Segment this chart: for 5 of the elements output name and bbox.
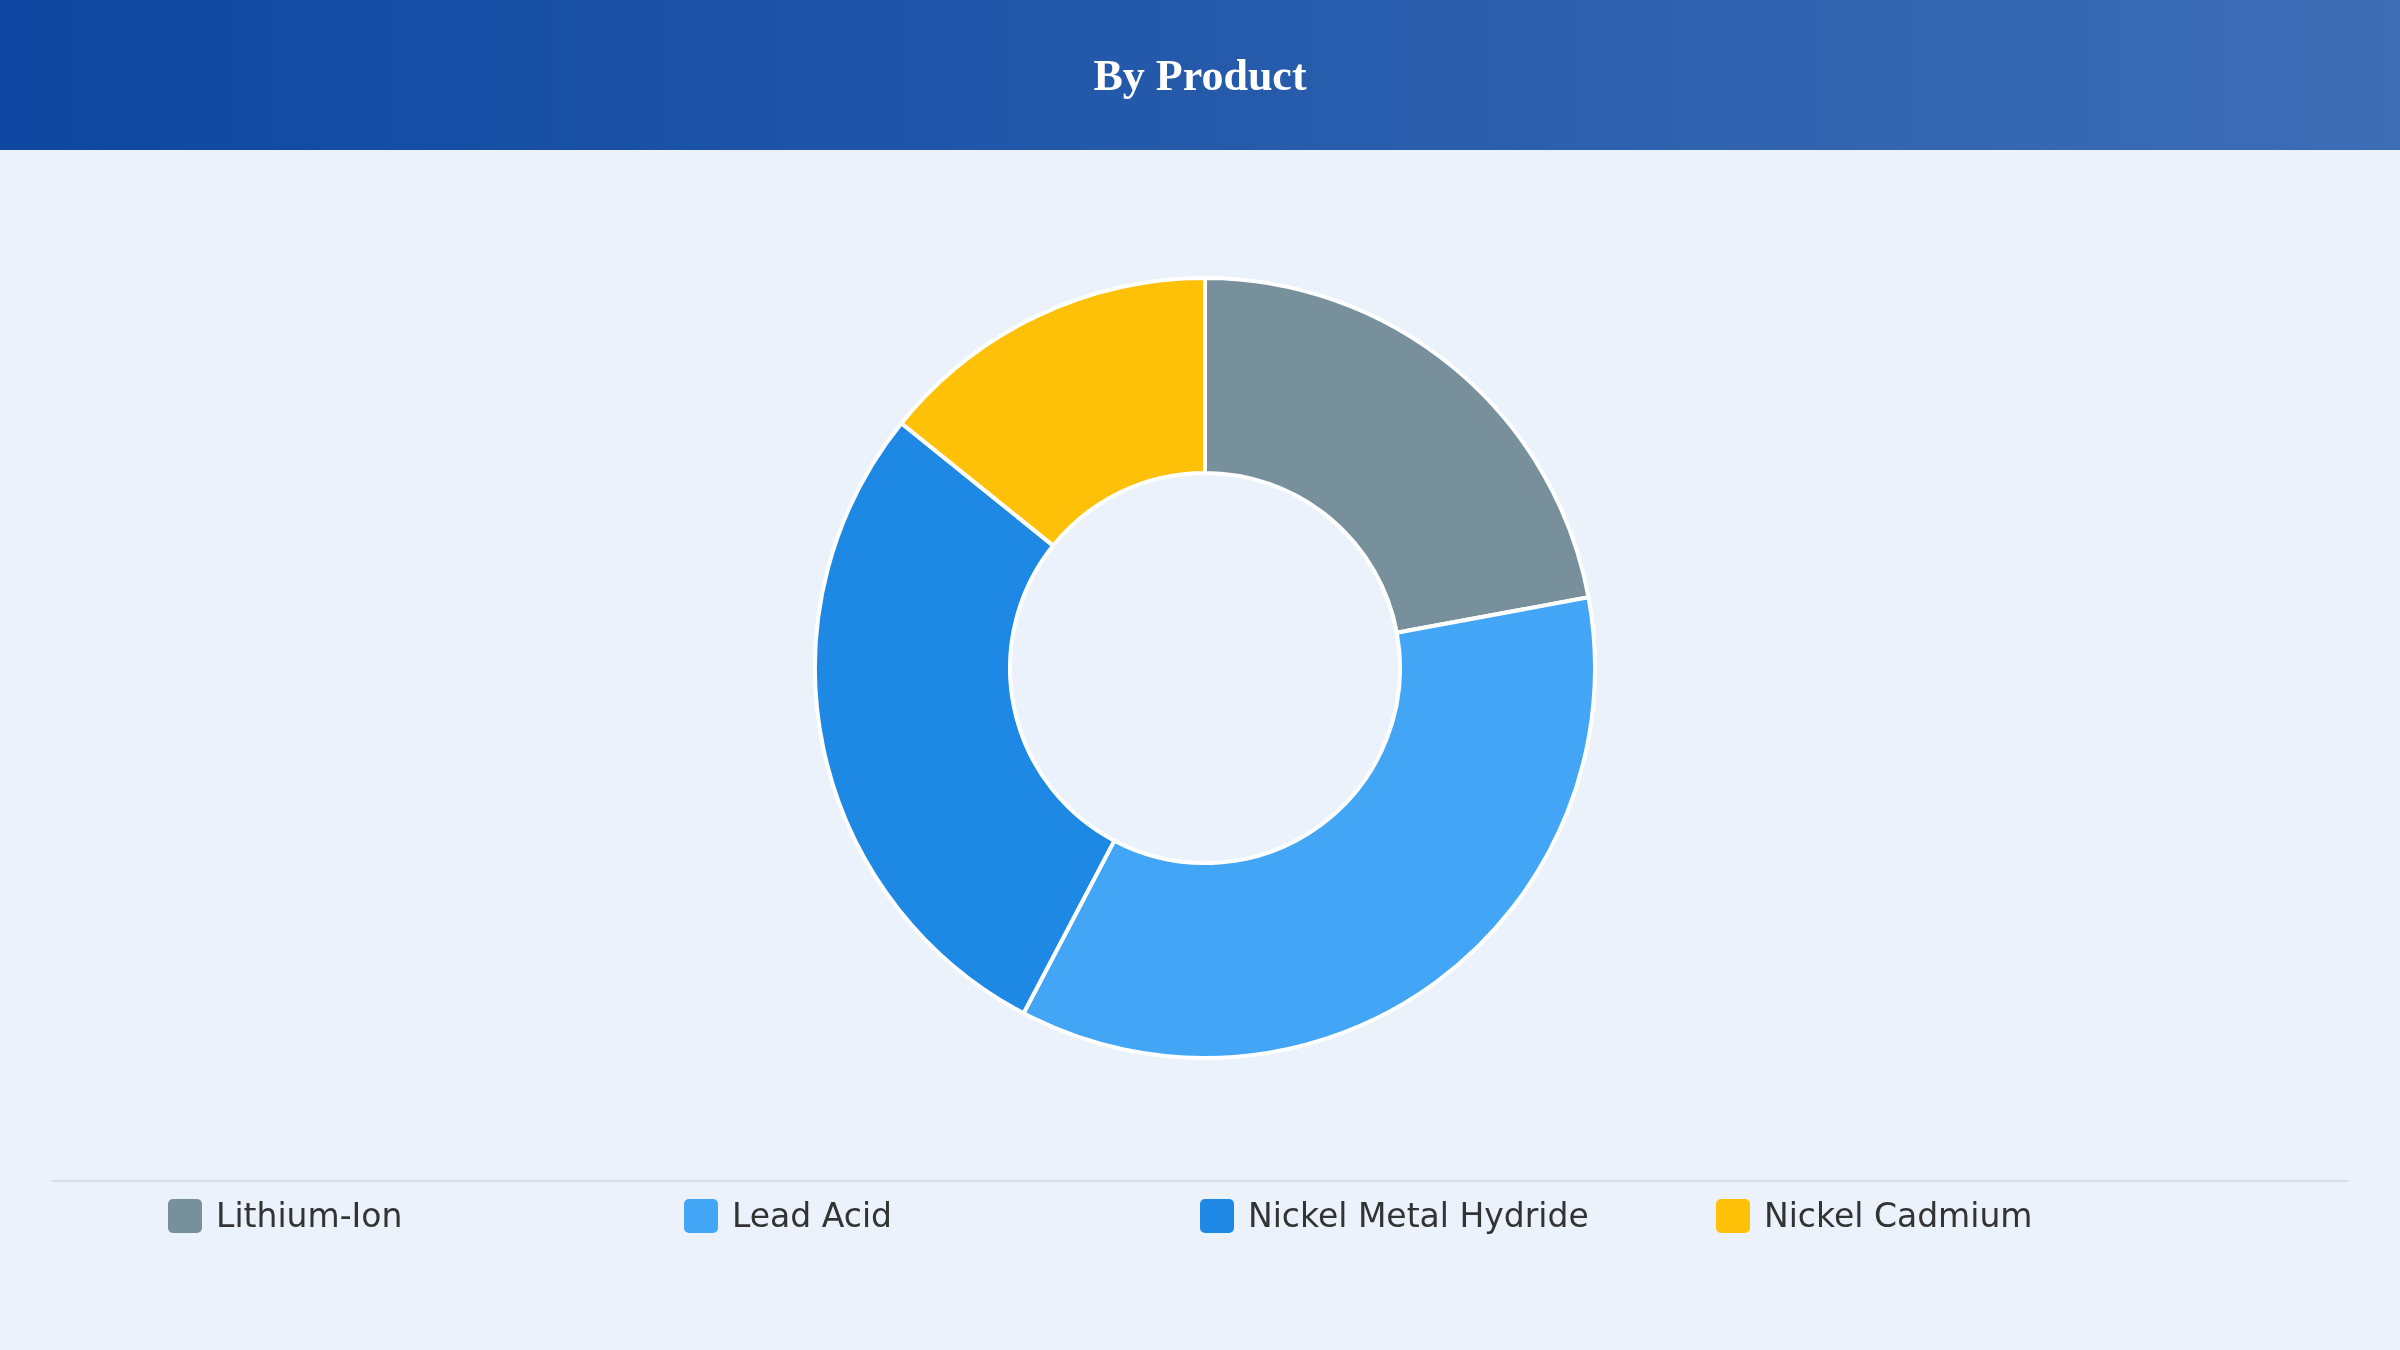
legend-label: Nickel Metal Hydride	[1248, 1196, 1589, 1235]
legend-label: Lithium-Ion	[216, 1196, 403, 1235]
legend-label: Lead Acid	[732, 1196, 893, 1235]
chart-title: By Product	[1093, 49, 1307, 101]
legend-label: Nickel Cadmium	[1764, 1196, 2033, 1235]
